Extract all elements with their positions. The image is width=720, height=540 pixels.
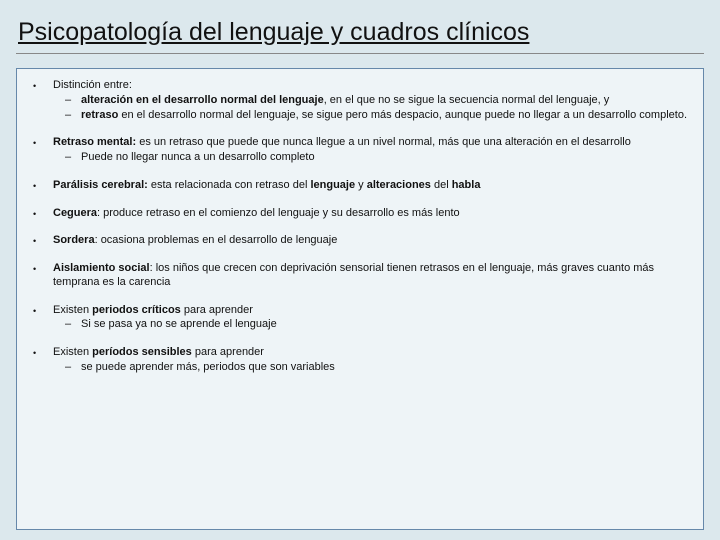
bullet-text: Distinción entre:: [53, 79, 132, 91]
bullet-item: Ceguera: produce retraso en el comienzo …: [27, 207, 693, 221]
bullet-item: Existen períodos sensibles para aprender…: [27, 346, 693, 375]
sub-bullet-item: Puede no llegar nunca a un desarrollo co…: [53, 151, 693, 165]
bullet-item: Retraso mental: es un retraso que puede …: [27, 136, 693, 165]
slide-title: Psicopatología del lenguaje y cuadros cl…: [18, 18, 702, 47]
title-container: Psicopatología del lenguaje y cuadros cl…: [16, 14, 704, 54]
sub-bullet-item: alteración en el desarrollo normal del l…: [53, 94, 693, 108]
bullet-text: Retraso mental: es un retraso que puede …: [53, 136, 631, 148]
sub-bullet-list: se puede aprender más, periodos que son …: [53, 361, 693, 375]
sub-bullet-list: Si se pasa ya no se aprende el lenguaje: [53, 318, 693, 332]
bullet-text: Aislamiento social: los niños que crecen…: [53, 262, 654, 288]
bullet-item: Distinción entre: alteración en el desarr…: [27, 79, 693, 122]
bullet-item: Existen periodos críticos para aprender S…: [27, 304, 693, 333]
bullet-item: Aislamiento social: los niños que crecen…: [27, 262, 693, 290]
bullet-text: Parálisis cerebral: esta relacionada con…: [53, 179, 480, 191]
bullet-list: Distinción entre: alteración en el desarr…: [27, 79, 693, 375]
bullet-text: Existen períodos sensibles para aprender: [53, 346, 264, 358]
sub-bullet-item: se puede aprender más, periodos que son …: [53, 361, 693, 375]
sub-bullet-item: retraso en el desarrollo normal del leng…: [53, 109, 693, 123]
bullet-item: Parálisis cerebral: esta relacionada con…: [27, 179, 693, 193]
sub-bullet-item: Si se pasa ya no se aprende el lenguaje: [53, 318, 693, 332]
bullet-text: Sordera: ocasiona problemas en el desarr…: [53, 234, 337, 246]
bullet-item: Sordera: ocasiona problemas en el desarr…: [27, 234, 693, 248]
sub-bullet-list: Puede no llegar nunca a un desarrollo co…: [53, 151, 693, 165]
sub-bullet-list: alteración en el desarrollo normal del l…: [53, 94, 693, 123]
content-container: Distinción entre: alteración en el desarr…: [16, 68, 704, 530]
bullet-text: Existen periodos críticos para aprender: [53, 304, 253, 316]
bullet-text: Ceguera: produce retraso en el comienzo …: [53, 207, 460, 219]
